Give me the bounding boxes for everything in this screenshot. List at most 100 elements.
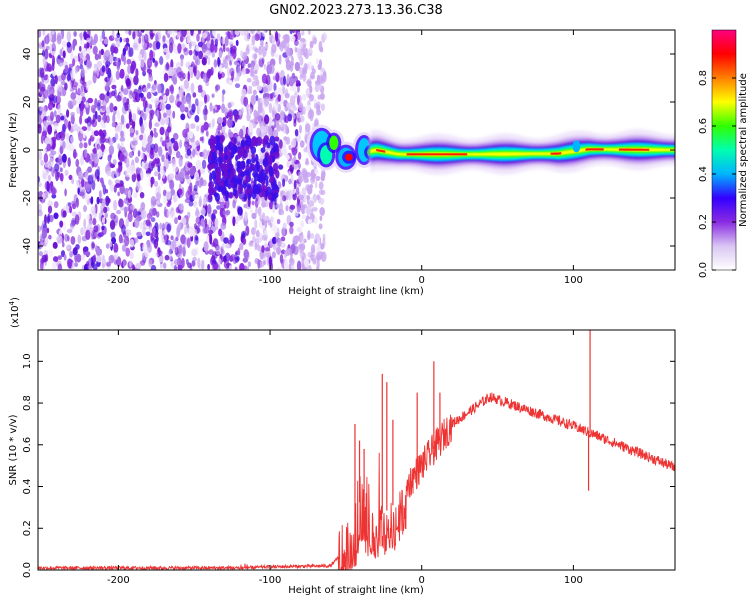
heatmap-cell (152, 237, 156, 244)
heatmap-cell (289, 95, 296, 105)
heatmap-cell (237, 206, 243, 217)
heatmap-cell (52, 70, 57, 77)
heatmap-cell (172, 110, 176, 119)
heatmap-cell (316, 266, 320, 270)
heatmap-cell (146, 68, 152, 74)
heatmap-cell (170, 84, 175, 95)
heatmap-cell (307, 185, 313, 195)
heatmap-cell (275, 72, 280, 83)
heatmap-cell (149, 113, 153, 121)
heatmap-cell (301, 214, 308, 220)
heatmap-cell (200, 125, 205, 133)
x-tick-label: 0 (419, 575, 425, 586)
heatmap-cell (92, 45, 98, 55)
y-tick-label: 0.0 (22, 562, 33, 578)
heatmap-cell (87, 30, 91, 39)
snr-line (38, 392, 675, 570)
heatmap-cell (229, 255, 234, 262)
heatmap-cell (274, 113, 281, 121)
heatmap-cell (178, 171, 184, 182)
heatmap-cell (255, 229, 260, 238)
heatmap-cell (304, 160, 310, 166)
heatmap-cell (132, 91, 139, 100)
heatmap-cell (265, 179, 269, 187)
heatmap-cell (247, 89, 253, 95)
heatmap-cell (104, 212, 109, 219)
heatmap-cell (130, 204, 135, 211)
heatmap-cell (88, 138, 92, 146)
heatmap-cell (93, 254, 97, 263)
heatmap-cell (161, 140, 167, 147)
heatmap-cell (288, 144, 292, 151)
heatmap-cell (289, 35, 296, 42)
heatmap-cell (221, 121, 225, 127)
heatmap-cell (174, 247, 179, 256)
heatmap-cell (215, 84, 221, 91)
heatmap-cell (223, 58, 227, 65)
heatmap-cell (59, 167, 63, 172)
heatmap-cell (184, 106, 189, 113)
heatmap-cell (93, 147, 97, 154)
heatmap-cell (207, 193, 213, 201)
heatmap-cell (322, 72, 327, 83)
heatmap-cell (320, 251, 327, 262)
heatmap-cell (185, 96, 191, 105)
heatmap-cell (264, 146, 268, 153)
heatmap-cell (175, 150, 181, 159)
heatmap-cell (64, 169, 69, 176)
heatmap-cell (309, 114, 314, 122)
heatmap-cell (268, 116, 272, 128)
heatmap-cell (54, 74, 58, 85)
heatmap-cell (43, 153, 49, 164)
heatmap-cell (243, 265, 248, 270)
heatmap-cell (38, 182, 42, 187)
heatmap-cell (274, 136, 280, 142)
heatmap-cell (234, 113, 238, 122)
heatmap-cell (193, 200, 198, 208)
heatmap-cell (294, 61, 301, 72)
heatmap-cell (215, 245, 222, 255)
heatmap-cell (41, 227, 48, 239)
heatmap-cell (230, 56, 234, 63)
heatmap-cell (57, 235, 63, 245)
heatmap-cell (205, 130, 209, 137)
heatmap-cell (138, 89, 141, 94)
heatmap-cell (228, 131, 234, 138)
heatmap-cell (192, 66, 197, 74)
heatmap-cell (61, 153, 67, 163)
heatmap-cell (228, 80, 233, 86)
heatmap-cell (171, 158, 177, 168)
heatmap-cell (241, 67, 247, 75)
heatmap-cell (94, 110, 98, 120)
heatmap-cell (217, 124, 223, 131)
heatmap-cell (308, 81, 312, 90)
heatmap-cell (291, 147, 296, 153)
heatmap-cell (110, 212, 116, 220)
heatmap-cell (38, 124, 42, 134)
heatmap-cell (165, 191, 172, 200)
heatmap-cell (100, 135, 106, 144)
heatmap-cell (221, 103, 226, 114)
heatmap-cell (46, 115, 51, 122)
heatmap-cell (157, 250, 163, 256)
heatmap-cell (135, 68, 139, 78)
heatmap-cell (68, 120, 71, 131)
heatmap-cell (113, 46, 119, 54)
heatmap-cell (262, 157, 269, 168)
heatmap-cell (62, 210, 67, 218)
heatmap-cell (121, 154, 125, 162)
heatmap-cell (154, 60, 158, 68)
heatmap-cell (186, 31, 191, 41)
heatmap-cell (234, 83, 241, 89)
heatmap-cell (202, 32, 208, 39)
heatmap-cell (213, 59, 218, 69)
heatmap-cell (244, 211, 248, 222)
heatmap-cell (192, 190, 196, 201)
heatmap-cell (109, 102, 114, 113)
heatmap-cell (248, 187, 253, 195)
x-tick-label: -100 (259, 575, 282, 586)
heatmap-cell (194, 234, 199, 245)
heatmap-cell (120, 84, 124, 92)
heatmap-cell (145, 231, 151, 237)
heatmap-cell (319, 215, 323, 221)
